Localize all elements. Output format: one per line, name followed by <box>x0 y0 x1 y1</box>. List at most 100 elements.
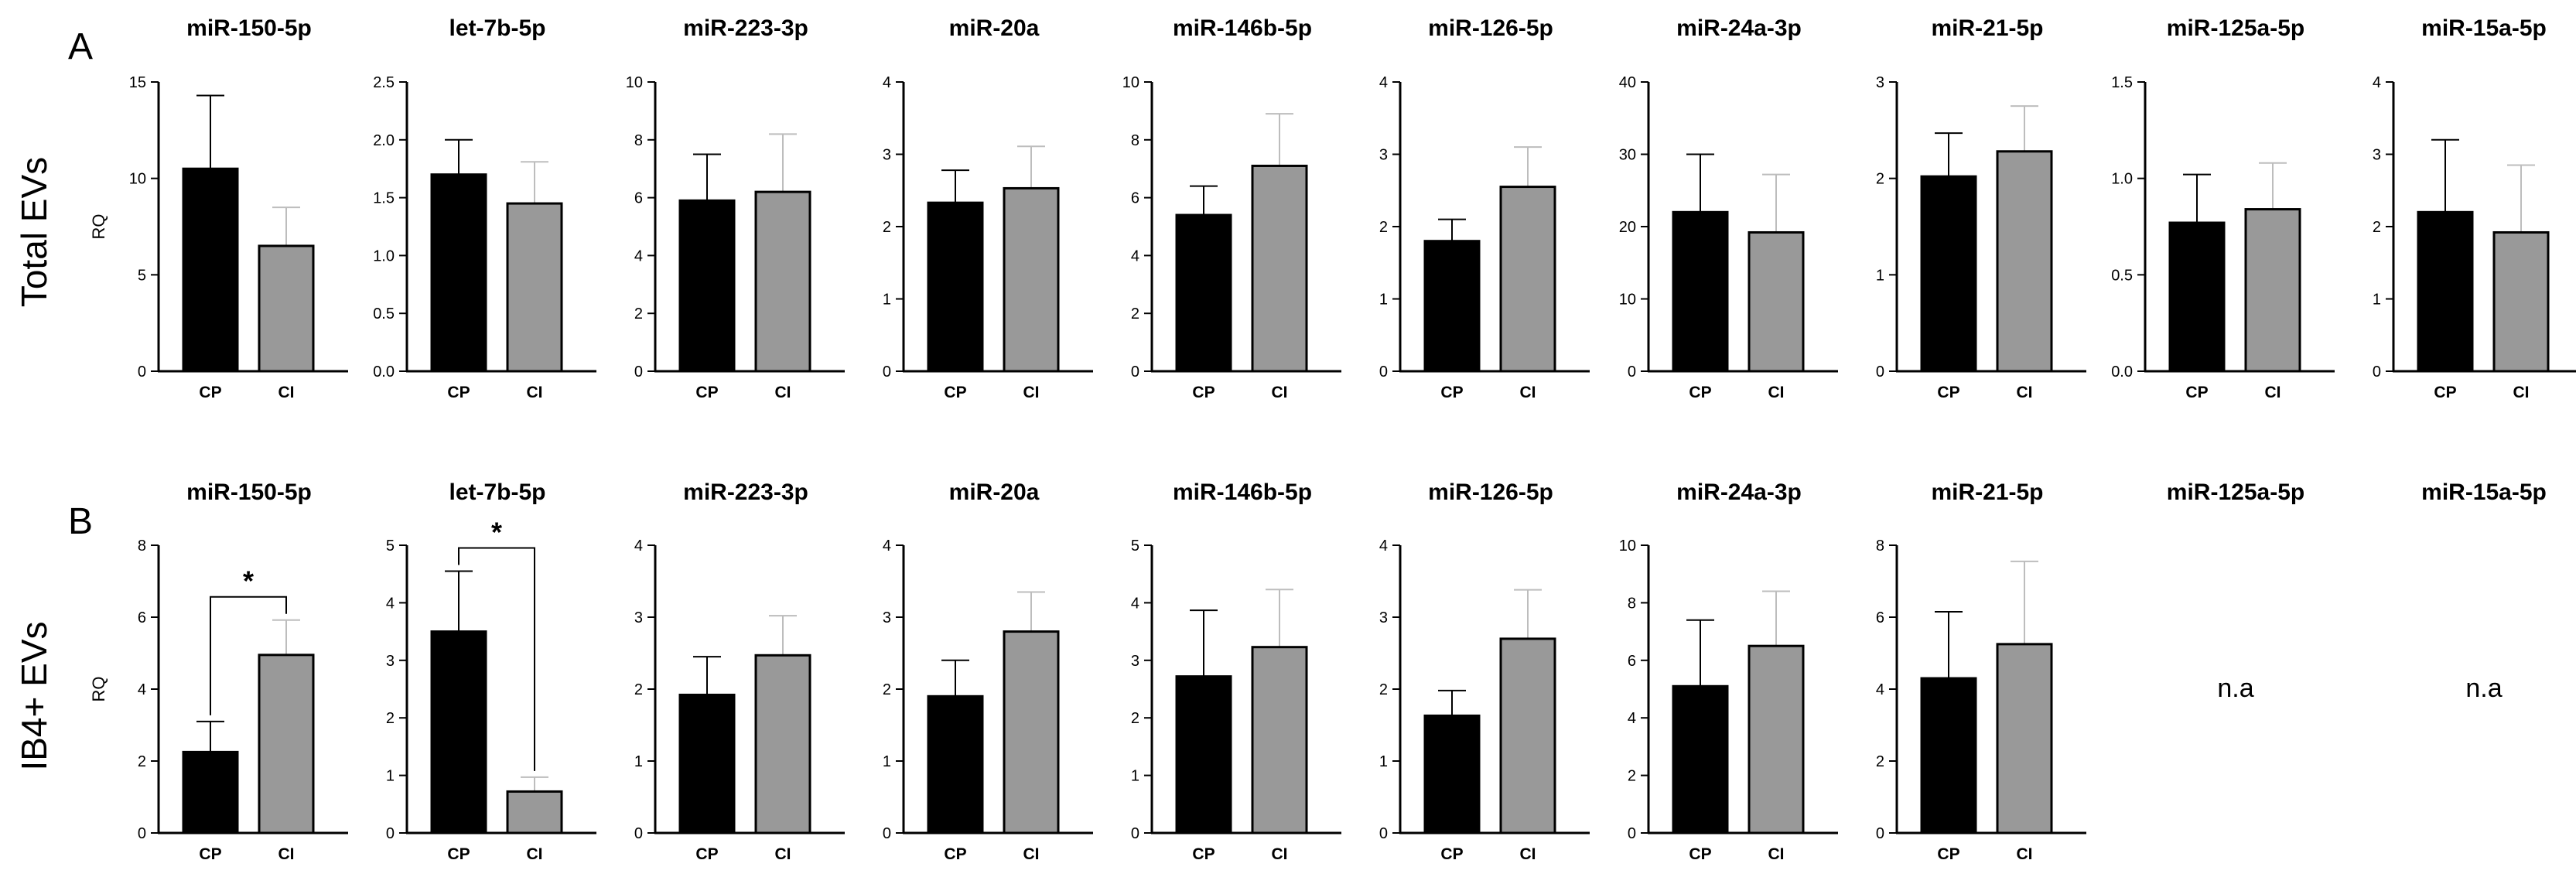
panel-label-a: A <box>68 26 93 67</box>
category-label: CI <box>1768 845 1785 863</box>
category-label: CP <box>1937 845 1959 863</box>
y-tick-label: 5 <box>1131 538 1139 555</box>
chart-b-let-7b-5p: let-7b-5p 0 1 2 3 4 5 CP CI * <box>386 480 596 863</box>
y-tick-label: 40 <box>1619 74 1636 91</box>
chart-b-mir-223-3p: miR-223-3p 0 1 2 3 4 CP CI <box>634 480 845 863</box>
y-tick-label: 10 <box>626 74 643 91</box>
row-label-ib4-evs: IB4+ EVs <box>14 621 54 770</box>
y-tick-label: 4 <box>1379 74 1388 91</box>
category-label: CI <box>2513 384 2530 401</box>
y-tick-label: 6 <box>1628 653 1636 670</box>
chart-title: miR-126-5p <box>1428 15 1553 41</box>
y-tick-label: 3 <box>883 147 891 164</box>
chart-title: let-7b-5p <box>449 480 545 505</box>
y-tick-label: 0 <box>138 825 146 842</box>
y-tick-label: 2.0 <box>373 132 395 149</box>
y-tick-label: 8 <box>634 132 643 149</box>
bar-ci <box>754 190 811 373</box>
chart-a-mir-21-5p: miR-21-5p 0 1 2 3 CP CI <box>1876 15 2086 401</box>
bar-cp <box>182 167 239 373</box>
category-label: CP <box>695 845 718 863</box>
row-label-total-evs: Total EVs <box>14 157 54 307</box>
y-tick-label: 0 <box>1379 825 1388 842</box>
y-tick-label: 10 <box>1619 292 1636 309</box>
y-tick-label: 0 <box>634 825 643 842</box>
y-tick-label: 3 <box>1379 147 1388 164</box>
y-tick-label: 3 <box>1131 653 1139 670</box>
y-tick-label: 4 <box>2373 74 2381 91</box>
y-tick-label: 2 <box>1379 681 1388 698</box>
category-label: CI <box>2265 384 2281 401</box>
chart-title: miR-21-5p <box>1931 15 2043 41</box>
y-tick-label: 1.5 <box>373 190 395 207</box>
bar-ci <box>1003 186 1060 373</box>
y-tick-label: 0 <box>1131 363 1139 381</box>
category-label: CI <box>1023 845 1040 863</box>
significance-star: * <box>491 516 502 548</box>
y-axis-label: RQ <box>89 214 108 240</box>
category-label: CI <box>2017 845 2033 863</box>
y-tick-label: 2 <box>883 219 891 236</box>
y-tick-label: 4 <box>1131 595 1139 612</box>
y-tick-label: 1 <box>1379 292 1388 309</box>
y-tick-label: 0 <box>1628 363 1636 381</box>
bar-ci <box>1996 643 2053 835</box>
chart-title: miR-223-3p <box>683 15 808 41</box>
chart-title: miR-150-5p <box>186 15 312 41</box>
y-tick-label: 3 <box>883 609 891 626</box>
bar-cp <box>1423 240 1481 373</box>
chart-a-mir-126-5p: miR-126-5p 0 1 2 3 4 CP CI <box>1379 15 1590 401</box>
chart-b-mir-150-5p: miR-150-5p 0 2 4 6 8 RQ CP CI * <box>89 480 348 863</box>
category-label: CI <box>775 845 791 863</box>
bar-ci <box>1748 644 1805 835</box>
bar-ci <box>506 202 563 373</box>
category-label: CI <box>527 384 543 401</box>
y-tick-label: 2 <box>1379 219 1388 236</box>
y-tick-label: 10 <box>1122 74 1139 91</box>
y-axis-label: RQ <box>89 677 108 702</box>
chart-a-let-7b-5p: let-7b-5p 0.0 0.5 1.0 1.5 2.0 2.5 CP CI <box>373 15 596 401</box>
chart-b-mir-15a-5p: miR-15a-5p n.a <box>2421 480 2547 703</box>
y-tick-label: 0 <box>634 363 643 381</box>
y-tick-label: 8 <box>1876 538 1884 555</box>
bar-ci <box>2492 230 2550 373</box>
chart-b-mir-126-5p: miR-126-5p 0 1 2 3 4 CP CI <box>1379 480 1590 863</box>
y-tick-label: 4 <box>1131 247 1139 265</box>
chart-a-mir-150-5p: miR-150-5p 0 5 10 15 RQ CP CI <box>89 15 348 401</box>
y-tick-label: 4 <box>1628 710 1636 727</box>
chart-a-mir-125a-5p: miR-125a-5p 0.0 0.5 1.0 1.5 CP CI <box>2111 15 2335 401</box>
chart-a-mir-24a-3p: miR-24a-3p 0 10 20 30 40 CP CI <box>1619 15 1838 401</box>
category-label: CI <box>1023 384 1040 401</box>
y-tick-label: 4 <box>883 74 891 91</box>
bar-cp <box>430 630 487 835</box>
y-tick-label: 1 <box>1131 768 1139 785</box>
bar-ci <box>1499 637 1556 835</box>
y-tick-label: 4 <box>1876 681 1884 698</box>
panel-label-b: B <box>68 501 93 542</box>
y-tick-label: 4 <box>138 681 146 698</box>
y-tick-label: 0 <box>1876 363 1884 381</box>
bar-ci <box>1251 164 1308 373</box>
y-tick-label: 4 <box>634 247 643 265</box>
bar-cp <box>2417 210 2474 373</box>
y-tick-label: 8 <box>1628 595 1636 612</box>
chart-a-mir-15a-5p: miR-15a-5p 0 1 2 3 4 CP CI <box>2373 15 2576 401</box>
bar-ci <box>506 790 563 835</box>
category-label: CP <box>1689 384 1711 401</box>
y-tick-label: 1 <box>634 753 643 770</box>
category-label: CP <box>1192 845 1215 863</box>
y-tick-label: 2 <box>1628 768 1636 785</box>
y-tick-label: 0 <box>386 825 395 842</box>
y-tick-label: 5 <box>386 538 395 555</box>
y-tick-label: 4 <box>634 538 643 555</box>
y-tick-label: 2 <box>1876 753 1884 770</box>
chart-title: miR-125a-5p <box>2167 15 2304 41</box>
y-tick-label: 2 <box>1876 171 1884 188</box>
y-tick-label: 2 <box>386 710 395 727</box>
chart-a-mir-20a: miR-20a 0 1 2 3 4 CP CI <box>883 15 1093 401</box>
chart-title: miR-20a <box>949 480 1040 505</box>
category-label: CI <box>278 845 295 863</box>
bar-ci <box>1499 186 1556 373</box>
y-tick-label: 2 <box>634 681 643 698</box>
